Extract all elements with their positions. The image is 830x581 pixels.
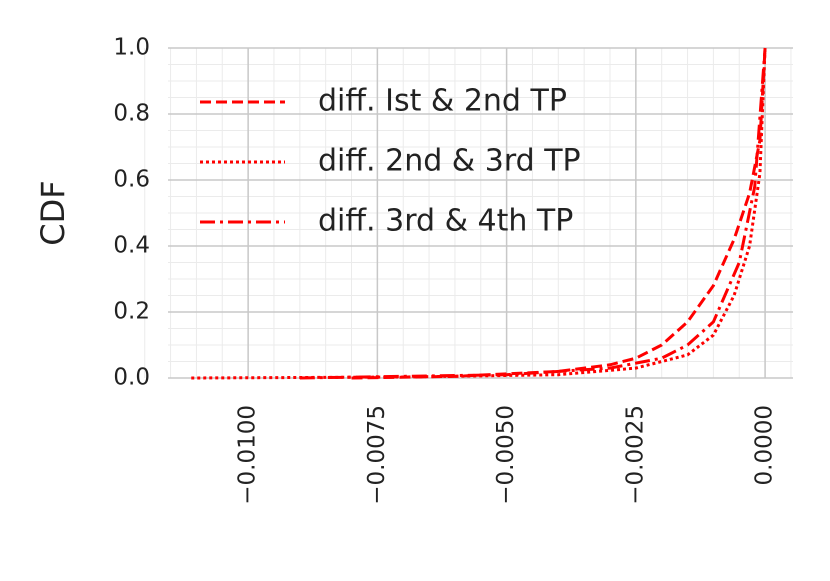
y-tick-label: 0.8 xyxy=(113,101,150,127)
y-tick-label: 0.6 xyxy=(113,167,150,193)
legend-label: diff. 3rd & 4th TP xyxy=(318,204,573,239)
legend-label: diff. 2nd & 3rd TP xyxy=(318,144,581,179)
y-tick-label: 0.4 xyxy=(113,233,150,259)
x-tick-label: −0.0075 xyxy=(364,405,390,505)
legend-label: diff. Ist & 2nd TP xyxy=(318,84,567,119)
x-tick-label: −0.0100 xyxy=(235,405,261,505)
x-tick-label: −0.0050 xyxy=(493,405,519,505)
y-tick-label: 0.0 xyxy=(113,365,150,391)
x-tick-label: 0.0000 xyxy=(752,405,778,485)
series-line xyxy=(351,47,767,380)
y-tick-label: 0.2 xyxy=(113,299,150,325)
series-line xyxy=(299,47,767,380)
y-tick-label: 1.0 xyxy=(113,35,150,61)
x-tick-label: −0.0025 xyxy=(622,405,648,505)
y-axis-label: CDF xyxy=(34,180,72,245)
